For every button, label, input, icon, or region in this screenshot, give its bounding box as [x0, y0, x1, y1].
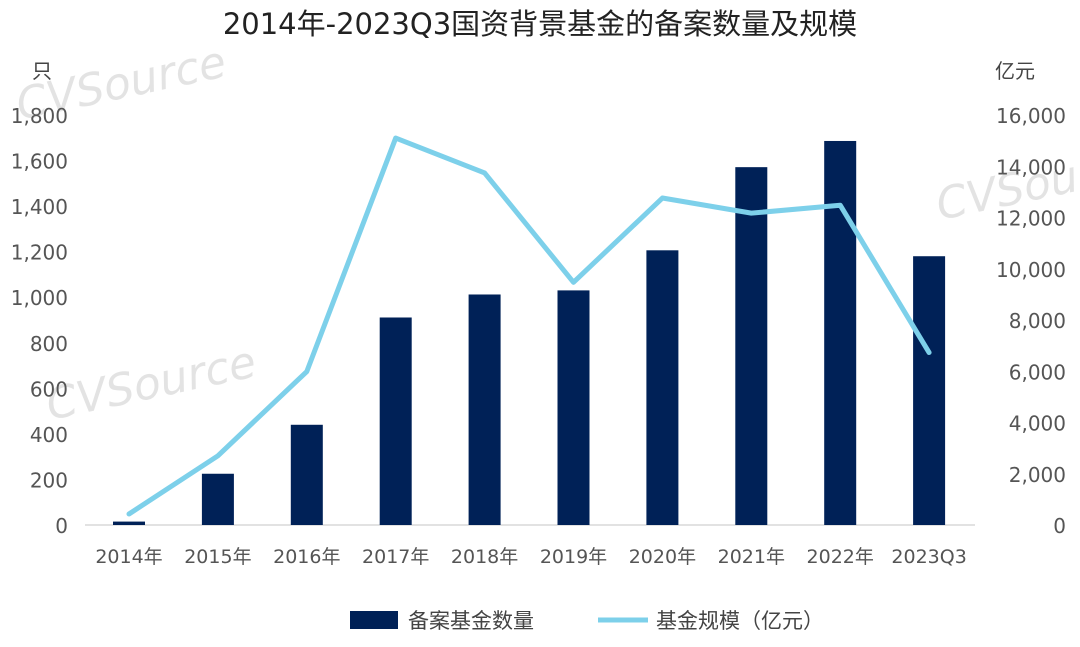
bar	[379, 317, 412, 525]
bar	[201, 473, 234, 525]
bar	[557, 290, 590, 525]
y2-tick-label: 6,000	[1009, 360, 1066, 384]
x-tick-label: 2015年	[184, 546, 251, 568]
bar	[646, 250, 679, 526]
legend-line-label: 基金规模（亿元）	[656, 609, 824, 633]
y2-tick-label: 4,000	[1009, 412, 1066, 436]
watermark: CVSource	[42, 337, 261, 431]
x-tick-label: 2021年	[718, 546, 785, 568]
x-tick-label: 2023Q3	[891, 546, 966, 568]
bar	[735, 167, 768, 525]
bar	[913, 256, 946, 525]
y-tick-label: 1,200	[11, 241, 68, 265]
x-tick-label: 2017年	[362, 546, 429, 568]
y2-axis-label: 亿元	[995, 59, 1035, 83]
x-tick-label: 2016年	[273, 546, 340, 568]
x-tick-label: 2014年	[95, 546, 162, 568]
y2-tick-label: 2,000	[1009, 463, 1066, 487]
y-tick-label: 1,600	[11, 150, 68, 174]
y2-tick-label: 8,000	[1009, 309, 1066, 333]
x-tick-label: 2020年	[629, 546, 696, 568]
y2-tick-label: 0	[1053, 514, 1066, 538]
y2-tick-label: 10,000	[996, 258, 1066, 282]
y2-tick-label: 12,000	[996, 207, 1066, 231]
x-tick-label: 2019年	[540, 546, 607, 568]
x-tick-label: 2022年	[807, 546, 874, 568]
y2-tick-label: 16,000	[996, 104, 1066, 128]
bar	[468, 294, 501, 525]
y-tick-label: 1,400	[11, 195, 68, 219]
y-tick-label: 1,000	[11, 286, 68, 310]
bar	[113, 521, 145, 525]
bar	[824, 140, 857, 525]
y-tick-label: 400	[30, 423, 68, 447]
bar	[290, 424, 323, 525]
y-axis-label: 只	[32, 59, 52, 83]
legend-bar-label: 备案基金数量	[408, 609, 534, 633]
x-tick-label: 2018年	[451, 546, 518, 568]
y-tick-label: 1,800	[11, 104, 68, 128]
y-tick-label: 600	[30, 377, 68, 401]
series-line	[126, 135, 932, 517]
y2-tick-label: 14,000	[996, 155, 1066, 179]
legend-bar-swatch	[350, 611, 398, 629]
y-tick-label: 0	[55, 514, 68, 538]
y-tick-label: 200	[30, 468, 68, 492]
chart-title: 2014年-2023Q3国资背景基金的备案数量及规模	[223, 7, 857, 41]
y-tick-label: 800	[30, 332, 68, 356]
